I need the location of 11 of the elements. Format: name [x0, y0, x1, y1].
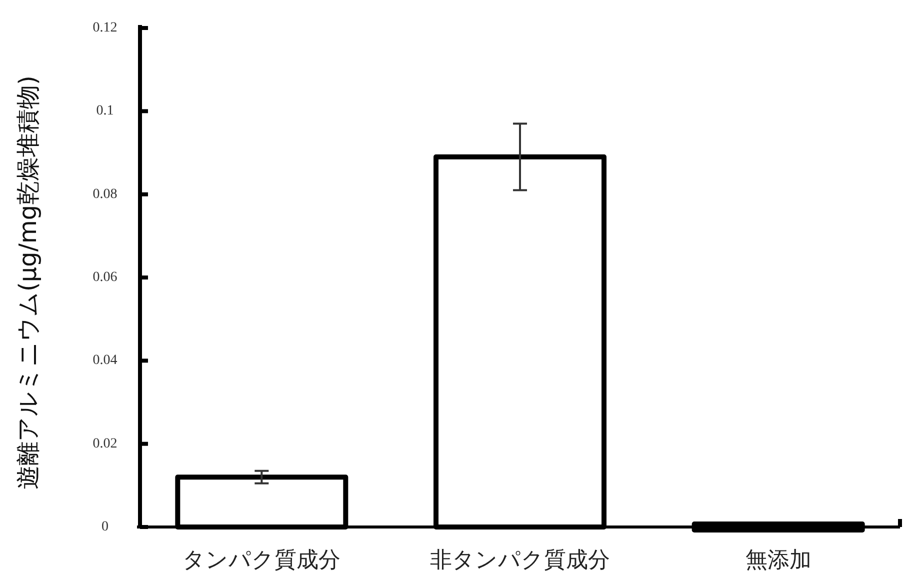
- y-tick-label: 0: [102, 520, 108, 534]
- y-tick-label: 0.04: [92, 353, 118, 368]
- y-tick-label: 0.06: [92, 270, 118, 285]
- y-tick-label: 0.02: [92, 436, 118, 452]
- y-tick-label: 0.1: [96, 104, 114, 119]
- x-tick-label: タンパク質成分: [182, 548, 341, 573]
- x-tick-label: 非タンパク質成分: [430, 548, 610, 573]
- y-axis-title: 遊離アルミニウム(μg/mg乾燥堆積物): [14, 76, 42, 490]
- y-tick-label: 0.08: [92, 186, 118, 202]
- y-tick-label: 0.12: [92, 20, 118, 36]
- x-tick-label: 無添加: [745, 548, 812, 573]
